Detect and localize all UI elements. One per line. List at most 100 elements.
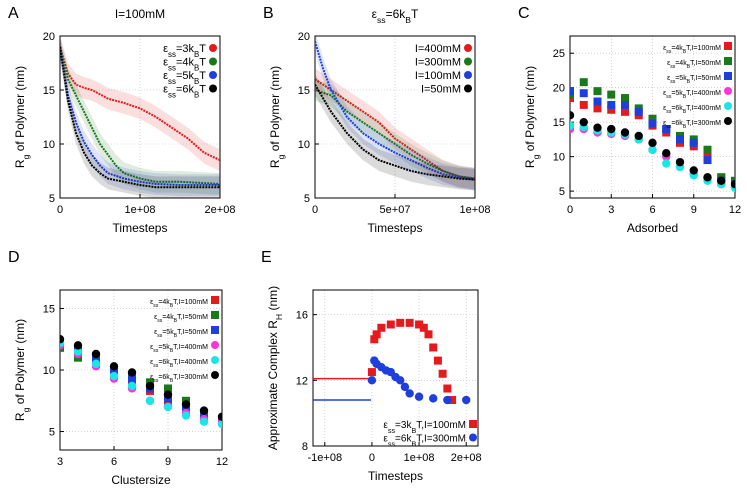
data-point [217, 412, 222, 421]
x-tick-label: 3 [608, 204, 614, 216]
text-part: =4k [671, 45, 683, 52]
data-point [438, 369, 447, 378]
data-point [462, 395, 471, 405]
text-part: ε [163, 70, 168, 82]
data-point [579, 117, 588, 127]
plot-area [570, 78, 735, 192]
text-part: =6k [671, 120, 683, 127]
chart-title: εss=6kBT [372, 7, 419, 25]
text-part: B [683, 94, 687, 100]
text-part: Approximate Complex R [266, 320, 280, 450]
data-point [73, 341, 83, 350]
x-axis-label: Timesteps [368, 221, 423, 235]
x-tick-label: 5e+07 [380, 204, 411, 216]
data-point [648, 145, 657, 154]
text-part: B [194, 50, 199, 59]
text-part: ss [153, 378, 159, 384]
text-part: R [268, 159, 282, 168]
y-axis-label: Rg of Polymer (nm) [13, 66, 31, 168]
y-axis-label: Approximate Complex RH (nm) [266, 286, 284, 450]
text-part: ss [157, 333, 163, 339]
text-part: =4k [675, 60, 687, 67]
text-part: B [683, 109, 687, 115]
legend-marker [209, 44, 217, 52]
y-tick-label: 15 [43, 303, 55, 315]
data-point [662, 125, 671, 134]
legend-marker [211, 356, 219, 364]
text-part: of Polymer (nm) [523, 66, 537, 155]
x-tick-label: 6 [649, 204, 655, 216]
text-part: B [194, 77, 199, 86]
text-part: H [274, 314, 284, 320]
plot-area [313, 318, 471, 405]
text-part: ε [154, 329, 157, 336]
data-point [443, 384, 452, 393]
series-band [315, 79, 475, 190]
panel-letter: E [261, 249, 272, 266]
text-part: T [199, 70, 206, 82]
data-point [689, 166, 698, 175]
x-tick-label: 12 [216, 456, 228, 468]
legend-marker [209, 57, 217, 66]
y-tick-label: 8 [302, 441, 308, 453]
y-tick-label: 16 [296, 310, 308, 322]
y-tick-label: 15 [553, 117, 565, 129]
data-point [367, 376, 377, 385]
legend-label: εss=4kBT,I=100mM [663, 45, 721, 55]
legend-marker [724, 42, 732, 50]
x-axis-label: Clustersize [111, 473, 171, 487]
y-tick-label: 5 [49, 193, 55, 205]
data-point [145, 396, 155, 405]
series-line [315, 78, 475, 180]
data-point [443, 395, 452, 405]
data-point [607, 105, 616, 114]
data-point [128, 374, 136, 383]
x-tick-label: 1e+08 [404, 452, 435, 464]
x-tick-label: 12 [729, 204, 741, 216]
text-part: T,I=100mM [173, 299, 208, 306]
data-point [593, 123, 602, 132]
text-part: B [687, 64, 691, 70]
series-band [60, 36, 220, 196]
data-point [109, 362, 119, 371]
y-tick-label: 5 [304, 193, 310, 205]
data-point [648, 119, 657, 128]
legend-label: εss=6kBT,I=300mM [150, 374, 208, 384]
text-part: ε [372, 7, 378, 21]
data-point [217, 419, 222, 429]
text-part: =6k [671, 105, 683, 112]
data-point [91, 349, 101, 359]
data-point [676, 135, 684, 144]
text-part: ε [663, 90, 666, 97]
text-part: ss [377, 15, 386, 25]
legend-label: εss=3kBT,I=100mM [383, 420, 466, 435]
panel-letter: A [8, 5, 19, 22]
text-part: B [687, 79, 691, 85]
text-part: =4k [158, 299, 170, 306]
data-point [662, 148, 671, 158]
text-part: ε [383, 434, 388, 445]
text-part: of Polymer (nm) [268, 66, 282, 155]
data-point [415, 320, 424, 329]
data-point [429, 343, 438, 352]
x-tick-label: 0 [369, 452, 375, 464]
data-point [648, 138, 657, 148]
data-point [703, 145, 712, 154]
legend-label: εss=6kBT,I=400mM [150, 359, 208, 369]
data-point [703, 156, 712, 165]
text-part: =5k [675, 75, 687, 82]
y-axis-label: Rg of Polymer (nm) [523, 66, 541, 168]
text-part: ε [150, 374, 153, 381]
y-tick-label: 10 [43, 139, 55, 151]
panel-letter: C [518, 5, 530, 22]
data-point [579, 89, 588, 98]
text-part: T,I=400mM [686, 90, 721, 97]
text-part: ε [663, 120, 666, 127]
legend-label: εss=6kBT,I=300mM [383, 434, 466, 449]
series-band [60, 36, 220, 195]
data-point [620, 128, 630, 137]
data-point [570, 87, 574, 96]
series-line [60, 46, 220, 189]
y-axis-label: Rg of Polymer (nm) [13, 319, 31, 421]
plot-area [315, 36, 475, 191]
